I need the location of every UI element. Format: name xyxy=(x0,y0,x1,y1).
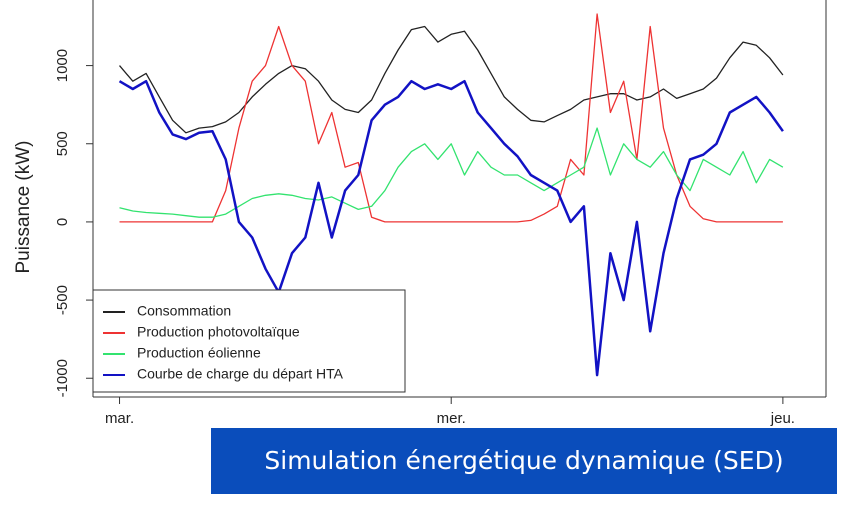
y-tick-label: -500 xyxy=(54,285,71,315)
legend-box xyxy=(92,289,406,393)
y-tick-label: 500 xyxy=(54,131,71,156)
y-tick-label: 1000 xyxy=(54,49,71,82)
series-line xyxy=(118,79,784,377)
y-tick-label: -1000 xyxy=(54,359,71,397)
legend-label: Production photovoltaïque xyxy=(137,324,300,340)
y-tick-label: 0 xyxy=(54,218,71,226)
series-line xyxy=(119,13,783,223)
legend-label: Production éolienne xyxy=(137,345,261,361)
plot-lines xyxy=(118,13,784,377)
x-tick-label: jeu. xyxy=(770,410,795,427)
legend-label: Consommation xyxy=(137,303,231,319)
x-tick-label: mer. xyxy=(437,410,466,427)
caption: Simulation énergétique dynamique (SED) xyxy=(211,428,837,494)
series-line xyxy=(119,25,784,134)
y-axis-label: Puissance (kW) xyxy=(13,140,34,273)
x-tick-label: mar. xyxy=(105,410,134,427)
legend-label: Courbe de charge du départ HTA xyxy=(137,366,344,382)
series-line xyxy=(119,127,784,218)
